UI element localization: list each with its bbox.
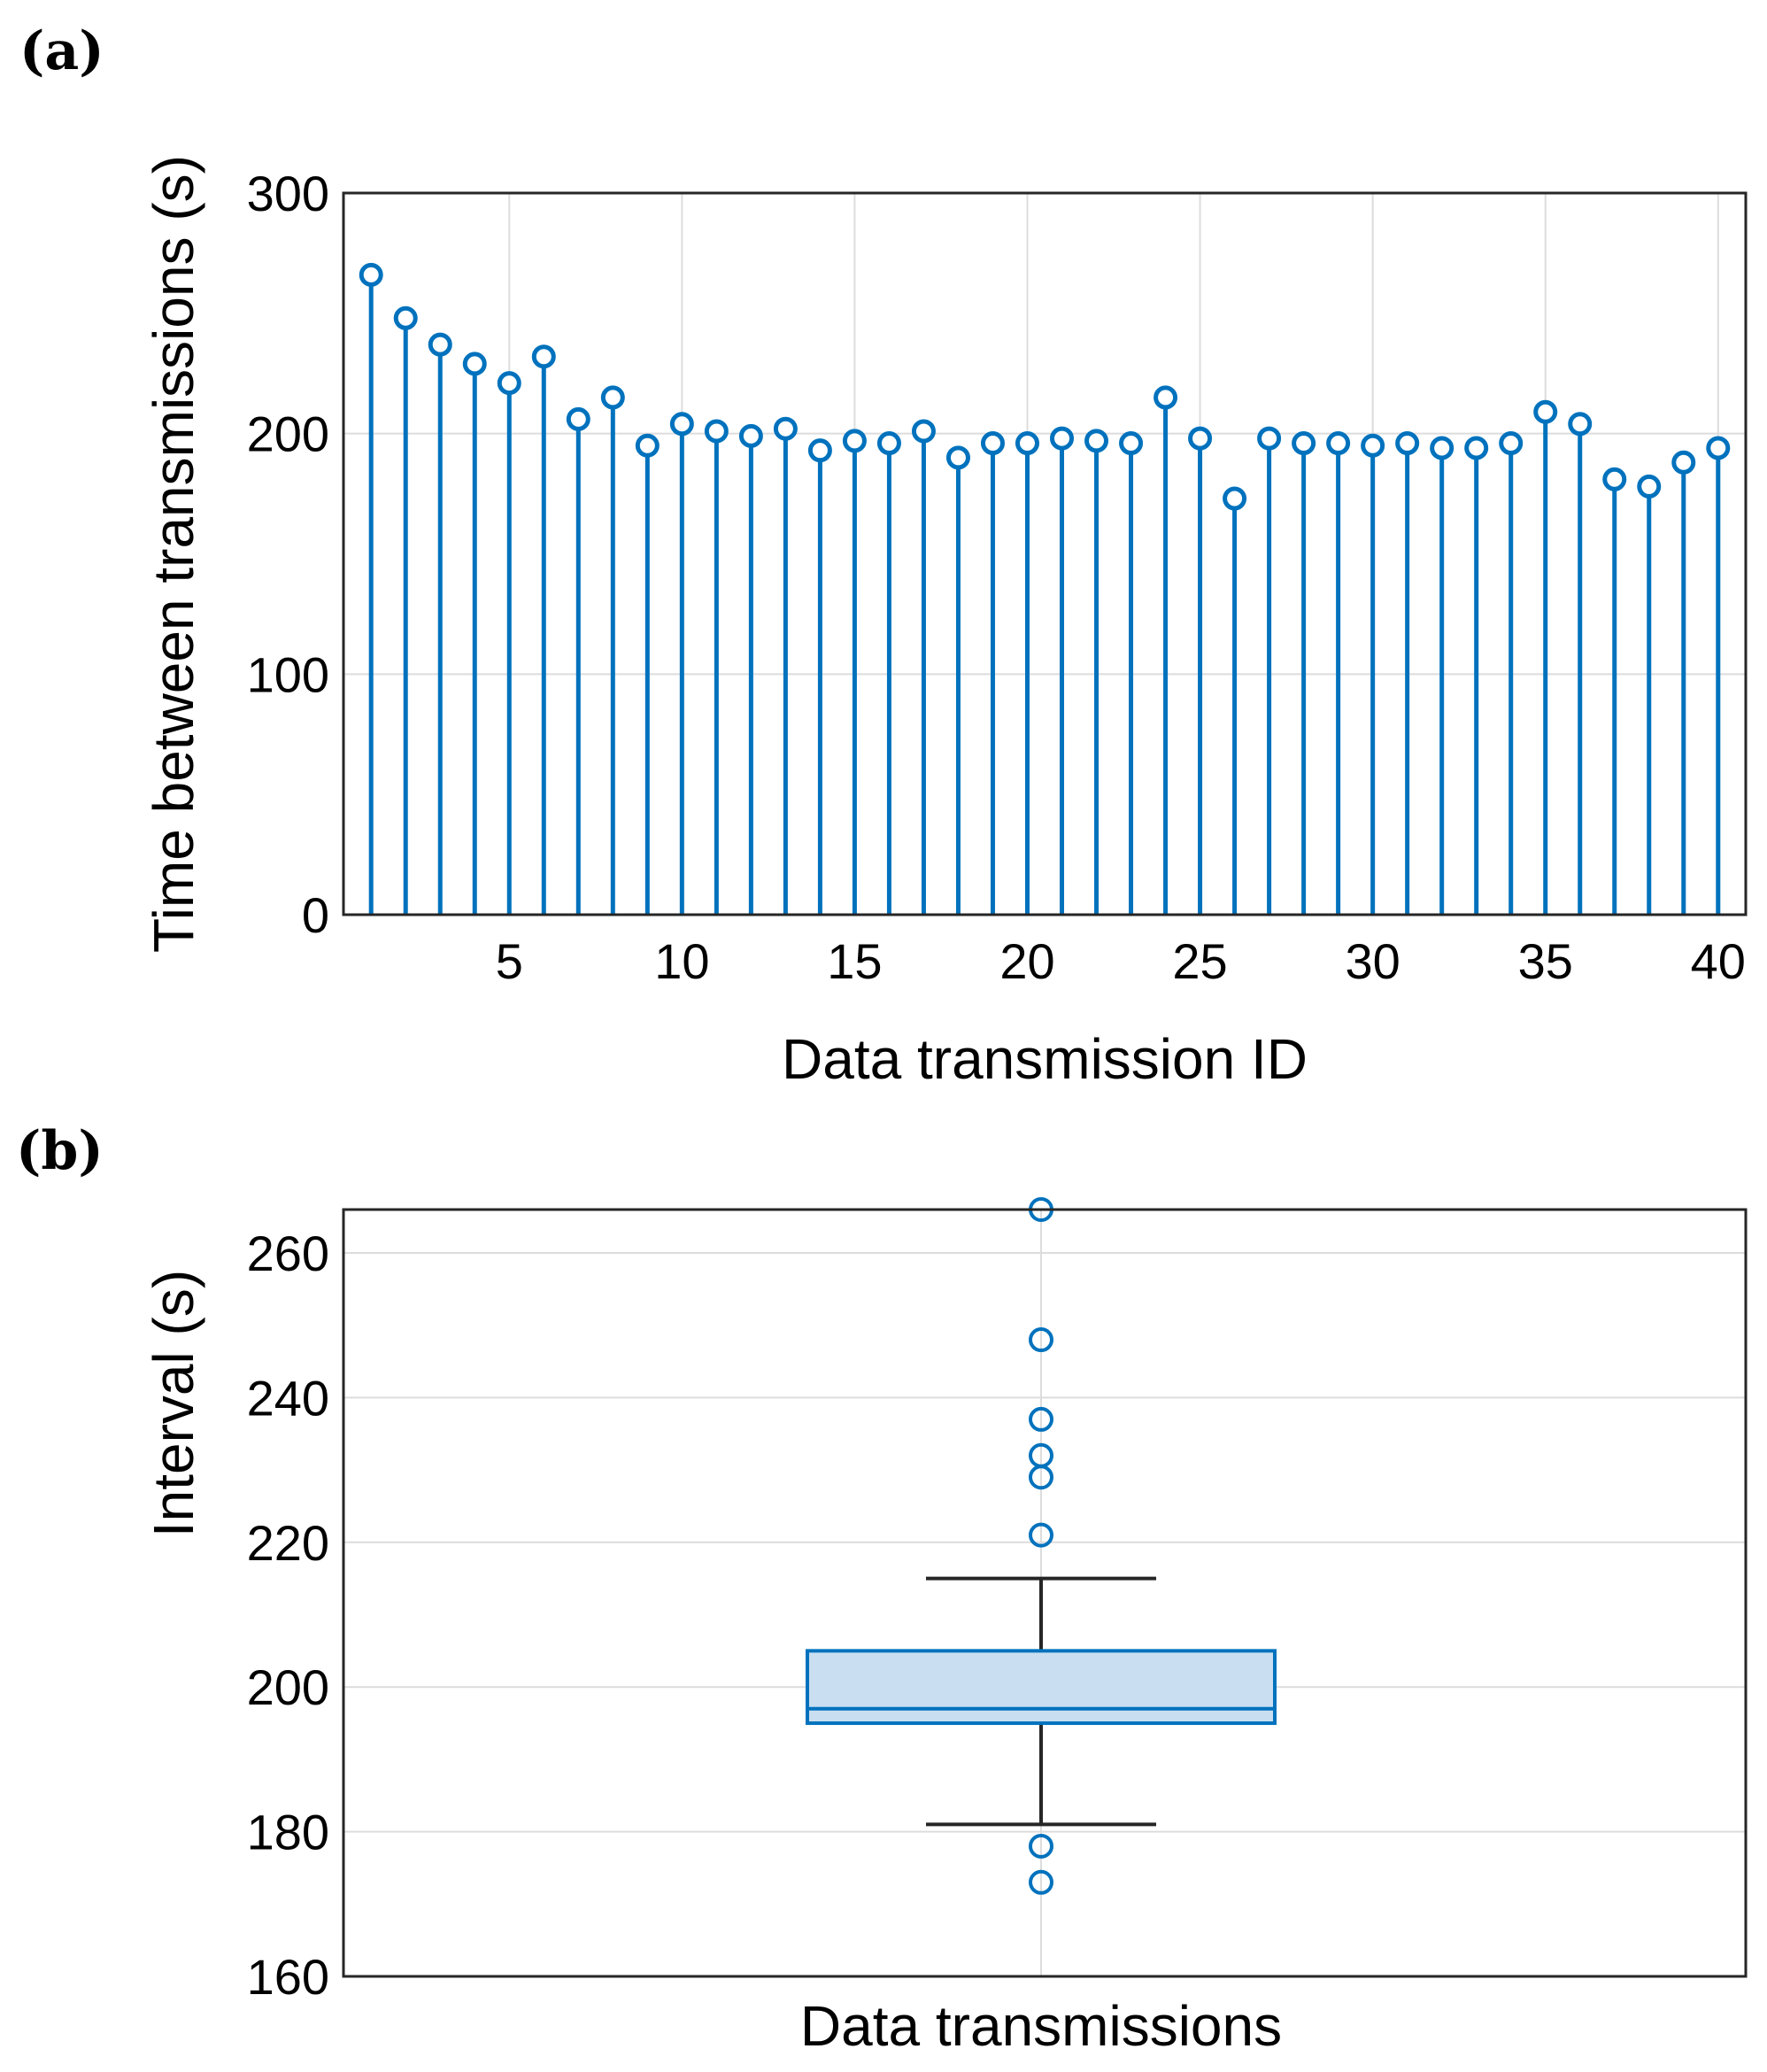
grid-lines [343,192,1746,916]
stem-marker [1464,436,1489,460]
box-plot-panel: (b) 160 180 200 220 240 260 Data transmission… [16,1120,1748,2058]
outlier-marker [1029,1327,1053,1353]
outlier-marker [1029,1522,1053,1548]
y-tick-label: 180 [247,1805,329,1860]
y-tick-label: 200 [247,1659,329,1715]
outlier-marker [1029,1833,1053,1859]
stem-marker [1361,433,1385,458]
stem-marker [1050,426,1075,451]
box-iqr [806,1649,1277,1726]
stem-marker [1602,467,1627,491]
y-tick-label: 220 [247,1515,329,1571]
stem-marker [1395,431,1420,456]
y-tick-label: 300 [247,166,329,221]
x-tick-label: 10 [654,933,709,989]
x-tick-label: 25 [1172,933,1227,989]
outlier-marker [1029,1465,1053,1490]
y-tick-label: 260 [247,1225,329,1281]
stem-marker [359,262,383,287]
stem-marker [980,431,1005,456]
outlier-marker [1029,1869,1053,1895]
stem-series [359,262,1731,915]
stem-marker [1533,399,1558,424]
y-tick-labels: 0 100 200 300 [247,166,329,943]
stem-marker [1015,431,1039,456]
stem-marker [1637,474,1662,499]
y-tick-label: 240 [247,1370,329,1426]
x-axis-label: Data transmission ID [782,1027,1308,1091]
y-axis-label: Interval (s) [142,1270,205,1537]
stem-marker [1326,431,1351,456]
stem-marker [462,352,487,376]
stem-marker [635,433,660,458]
stem-marker [393,305,418,330]
stem-marker [1568,412,1593,437]
y-tick-labels: 160 180 200 220 240 260 [247,1225,329,2005]
plot-frame [342,1208,1748,1978]
stem-marker [428,332,452,357]
stem-marker [1188,426,1213,451]
stem-marker [497,371,521,396]
panel-label-b: (b) [16,1120,104,1182]
stem-marker [807,438,832,463]
stem-marker [1671,450,1696,475]
stem-marker [531,344,556,369]
stem-marker [842,429,867,453]
x-tick-label: 30 [1345,933,1400,989]
outlier-marker [1029,1406,1053,1432]
x-axis-label: Data transmissions [800,1994,1282,2058]
box-plot [806,1197,1277,1895]
y-axis-label: Time between transmissions (s) [142,155,205,953]
stem-marker [704,419,729,444]
stem-marker [738,423,763,448]
x-tick-labels: 5 10 15 20 25 30 35 40 [496,933,1746,989]
y-tick-label: 160 [247,1949,329,2005]
stem-marker [1706,436,1731,460]
stem-marker [911,419,936,444]
stem-chart-panel: (a) 0 100 200 300 5 10 15 20 25 30 35 40 Data tran… [19,20,1748,1091]
x-tick-label: 5 [496,933,523,989]
y-tick-label: 200 [247,406,329,462]
stem-marker [1430,436,1454,460]
stem-marker [600,385,625,410]
x-tick-label: 35 [1518,933,1573,989]
stem-marker [1499,431,1524,456]
y-tick-label: 100 [247,646,329,702]
panel-label-a: (a) [19,20,104,82]
x-tick-label: 40 [1691,933,1746,989]
stem-marker [1223,486,1247,511]
stem-marker [1154,385,1178,410]
x-tick-label: 20 [999,933,1054,989]
stem-marker [1119,431,1144,456]
stem-marker [876,431,901,456]
plot-frame [342,191,1748,916]
stem-marker [1084,429,1109,453]
grid-lines [343,1210,1746,1977]
stem-marker [773,416,798,441]
stem-marker [1257,426,1282,451]
stem-marker [945,445,970,470]
x-tick-label: 15 [827,933,882,989]
y-tick-label: 0 [302,887,329,943]
stem-marker [1292,431,1316,456]
stem-marker [669,412,694,437]
stem-marker [566,406,590,431]
